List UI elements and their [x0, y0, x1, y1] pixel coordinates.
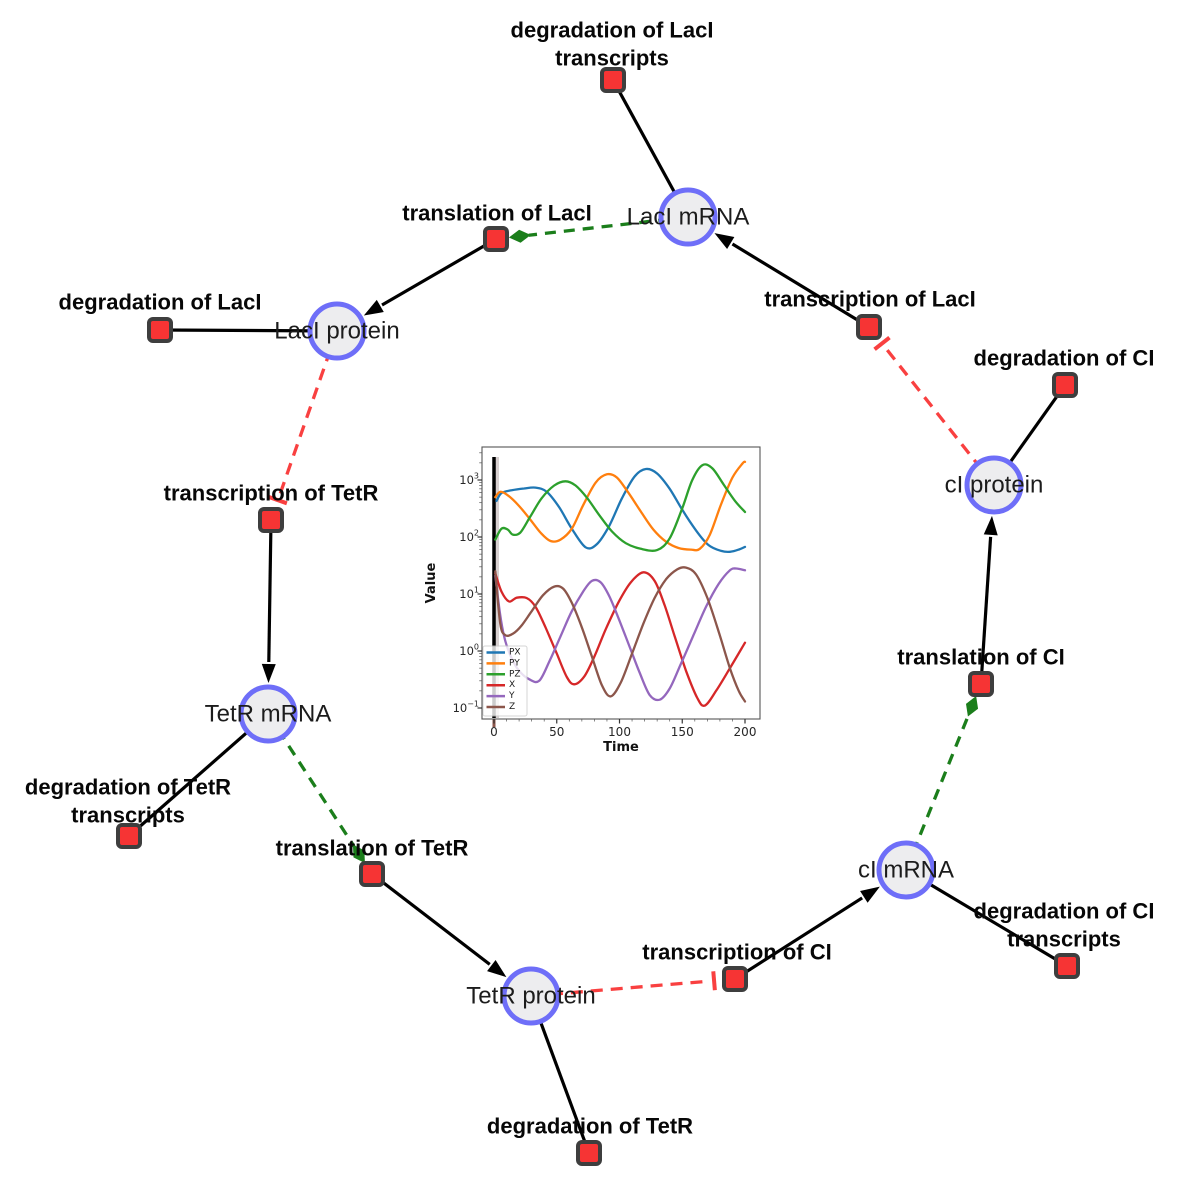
species-node-tetr-mrna[interactable]: [238, 684, 298, 744]
species-label-ci-mrna: cI mRNA: [858, 857, 954, 884]
edge-tetr-mrna-translation-tetr-modifier-diamond: [352, 844, 365, 864]
species-label-tetr-mrna: TetR mRNA: [205, 701, 332, 728]
edge-ci-mrna-translation-ci-modifier-diamond: [965, 696, 979, 717]
reaction-label-translation-ci-line0: translation of CI: [897, 645, 1064, 670]
x-tick-label: 0: [490, 725, 498, 739]
edge-ci-mrna-deg-ci-tx-consumption: [905, 868, 1068, 968]
species-node-tetr-protein[interactable]: [501, 966, 561, 1026]
edge-tetr-protein-translation-tetr-production: [371, 872, 491, 966]
edge-tetr-mrna-transcription-tetr-production-arrowhead: [261, 663, 276, 684]
x-tick-label: 50: [549, 725, 564, 739]
legend-label-X: X: [509, 680, 515, 690]
legend-label-PX: PX: [509, 648, 521, 658]
reaction-node-deg-ci-tx[interactable]: [1054, 953, 1080, 979]
edge-laci-mrna-translation-laci-modifier-diamond: [508, 229, 531, 243]
reaction-node-transcription-ci[interactable]: [722, 966, 748, 992]
reaction-label-deg-tetr-line0: degradation of TetR: [487, 1114, 693, 1139]
legend-label-Y: Y: [508, 691, 515, 701]
reaction-node-deg-ci[interactable]: [1052, 372, 1078, 398]
reaction-label-transcription-tetr-line0: transcription of TetR: [164, 481, 379, 506]
x-tick-label: 100: [608, 725, 631, 739]
species-nodes-layer: [238, 187, 1024, 1026]
edge-tetr-mrna-deg-tetr-tx-consumption: [127, 712, 270, 838]
reaction-node-transcription-tetr[interactable]: [258, 507, 284, 533]
legend-label-PY: PY: [509, 658, 520, 668]
edge-laci-mrna-transcription-laci-production: [731, 242, 870, 329]
reaction-label-translation-tetr-line0: translation of TetR: [276, 836, 469, 861]
reaction-node-translation-tetr[interactable]: [359, 861, 385, 887]
edge-laci-mrna-transcription-laci-production-arrowhead: [714, 233, 735, 249]
edge-tetr-protein-transcription-ci-inhibition-tbar: [711, 971, 717, 991]
reaction-node-transcription-laci[interactable]: [856, 314, 882, 340]
edge-laci-protein-transcription-tetr-inhibition-tbar: [268, 495, 288, 506]
x-tick-label: 150: [671, 725, 694, 739]
reaction-node-deg-laci-tx[interactable]: [600, 67, 626, 93]
species-node-ci-protein[interactable]: [964, 455, 1024, 515]
x-axis-label: Time: [603, 740, 639, 755]
edge-tetr-protein-translation-tetr-production-arrowhead: [487, 960, 507, 978]
edge-tetr-protein-transcription-ci-inhibition: [530, 979, 711, 998]
y-axis-label: Value: [425, 562, 439, 603]
edge-ci-mrna-transcription-ci-production-arrowhead: [860, 886, 880, 903]
y-tick-label: 100: [459, 643, 479, 659]
reaction-label-transcription-ci-line0: transcription of CI: [642, 940, 831, 965]
reaction-label-deg-ci-tx-line1: transcripts: [1007, 927, 1121, 952]
reaction-label-deg-ci-line0: degradation of CI: [974, 346, 1155, 371]
reaction-label-deg-tetr-tx-line0: degradation of TetR: [25, 775, 231, 800]
reaction-label-translation-laci-line0: translation of LacI: [402, 201, 591, 226]
reaction-node-deg-laci[interactable]: [147, 317, 173, 343]
species-label-laci-mrna: LacI mRNA: [627, 204, 750, 231]
series-X-line: [494, 571, 747, 707]
edge-ci-protein-transcription-laci-inhibition-tbar: [873, 336, 891, 351]
reaction-node-deg-tetr-tx[interactable]: [116, 823, 142, 849]
reaction-label-deg-laci-line0: degradation of LacI: [59, 290, 262, 315]
edge-ci-mrna-transcription-ci-production: [734, 896, 864, 981]
labels-layer: LacI mRNA LacI protein TetR mRNA TetR prote…: [25, 18, 1155, 1139]
reaction-label-deg-ci-tx-line0: degradation of CI: [974, 899, 1155, 924]
reaction-label-transcription-laci-line0: transcription of LacI: [764, 287, 975, 312]
y-tick-label: 102: [459, 529, 479, 545]
series-Z-line: [494, 566, 747, 703]
chart-plot-frame: [481, 446, 761, 720]
edge-laci-protein-translation-laci-production-arrowhead: [363, 299, 384, 316]
chart-background: [425, 437, 770, 762]
reaction-node-deg-tetr[interactable]: [576, 1140, 602, 1166]
reaction-node-translation-ci[interactable]: [968, 671, 994, 697]
edge-laci-protein-translation-laci-production: [381, 237, 497, 307]
species-node-laci-mrna[interactable]: [658, 187, 718, 247]
y-tick-label: 10−1: [453, 700, 479, 716]
edge-laci-protein-deg-laci-consumption: [159, 328, 338, 333]
edge-ci-protein-translation-ci-production-arrowhead: [983, 515, 998, 536]
legend-label-Z: Z: [509, 702, 515, 712]
edge-tetr-mrna-transcription-tetr-production: [267, 519, 273, 663]
legend-label-PZ: PZ: [509, 669, 521, 679]
species-label-tetr-protein: TetR protein: [466, 983, 595, 1010]
reaction-node-translation-laci[interactable]: [483, 226, 509, 252]
y-tick-label: 101: [459, 586, 479, 602]
species-label-laci-protein: LacI protein: [274, 318, 399, 345]
edge-ci-protein-translation-ci-production: [979, 536, 993, 685]
series-PX-line: [495, 467, 747, 554]
y-tick-label: 103: [459, 472, 479, 488]
reaction-label-deg-tetr-tx-line1: transcripts: [71, 803, 185, 828]
species-label-ci-protein: cI protein: [945, 472, 1044, 499]
species-node-laci-protein[interactable]: [307, 301, 367, 361]
reaction-label-deg-laci-tx-line1: transcripts: [555, 46, 669, 71]
x-tick-label: 200: [734, 725, 757, 739]
reaction-label-deg-laci-tx-line0: degradation of LacI: [511, 18, 714, 43]
series-PZ-line: [494, 463, 747, 552]
reaction-nodes-layer: [116, 67, 1080, 1166]
species-node-ci-mrna[interactable]: [876, 840, 936, 900]
